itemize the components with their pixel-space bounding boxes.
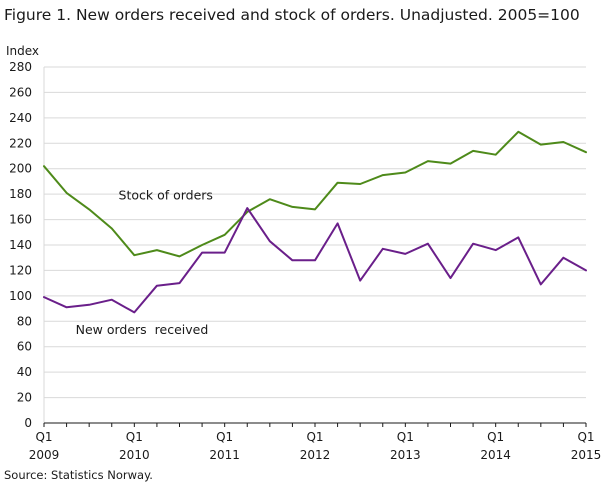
y-tick-label: 0 — [24, 416, 32, 430]
series-line-new-orders-received — [43, 207, 587, 314]
chart-title: Figure 1. New orders received and stock … — [4, 6, 580, 24]
series-lines — [43, 130, 587, 314]
y-tick-label: 220 — [9, 136, 32, 150]
x-tick-quarter-label: Q1 — [126, 430, 143, 444]
x-tick-quarter-label: Q1 — [35, 430, 52, 444]
x-tick-year-label: 2010 — [119, 448, 150, 462]
x-tick-quarter-label: Q1 — [487, 430, 504, 444]
y-tick-label: 200 — [9, 162, 32, 176]
x-tick-year-label: 2011 — [209, 448, 240, 462]
y-tick-label: 160 — [9, 213, 32, 227]
y-tick-label: 40 — [17, 365, 32, 379]
y-tick-label: 100 — [9, 289, 32, 303]
y-tick-label: 60 — [17, 340, 32, 354]
x-tick-quarter-label: Q1 — [216, 430, 233, 444]
y-tick-label: 180 — [9, 187, 32, 201]
x-axis: Q1 2009 Q1 2010 Q1 2011 Q1 2012 Q1 2013 Q1 2014 Q1 20… — [29, 422, 602, 462]
x-tick-quarter-label: Q1 — [397, 430, 414, 444]
series-labels: Stock of orders New orders received — [76, 187, 213, 337]
x-tick-year-label: 2014 — [480, 448, 511, 462]
x-tick-quarter-label: Q1 — [577, 430, 594, 444]
y-tick-label: 20 — [17, 391, 32, 405]
series-label: New orders received — [76, 322, 209, 337]
series-line-stock-of-orders — [43, 130, 587, 258]
x-tick-year-label: 2009 — [29, 448, 60, 462]
source-note: Source: Statistics Norway. — [4, 468, 153, 482]
y-tick-label: 80 — [17, 314, 32, 328]
y-tick-label: 120 — [9, 263, 32, 277]
y-tick-label: 140 — [9, 238, 32, 252]
y-tick-label: 240 — [9, 111, 32, 125]
y-axis-label: Index — [6, 44, 39, 58]
y-tick-labels: 0 20 40 60 80 100 120 140 160 180 200 220 240 260 280 — [9, 60, 32, 430]
y-tick-label: 280 — [9, 60, 32, 74]
x-tick-year-label: 2013 — [390, 448, 421, 462]
x-tick-year-label: 2015 — [571, 448, 602, 462]
grid-lines — [43, 66, 586, 423]
x-tick-quarter-label: Q1 — [306, 430, 323, 444]
x-tick-year-label: 2012 — [300, 448, 331, 462]
series-label: Stock of orders — [119, 187, 213, 202]
y-tick-label: 260 — [9, 85, 32, 99]
